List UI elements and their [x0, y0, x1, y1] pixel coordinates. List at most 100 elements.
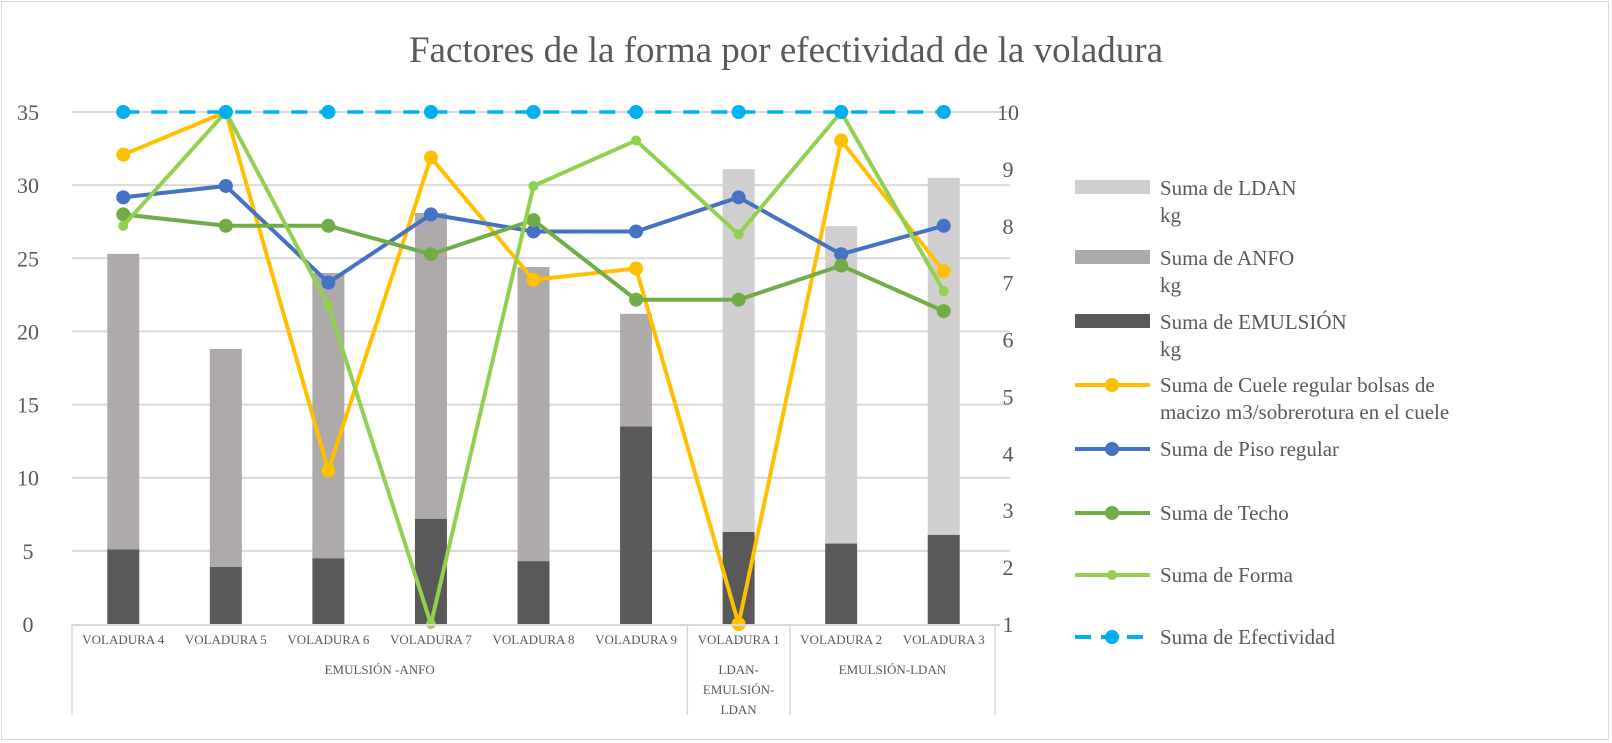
legend-label: macizo m3/sobrerotura en el cuele [1160, 400, 1449, 424]
y-right-tick-label: 3 [1003, 498, 1014, 523]
y-right-tick-label: 8 [1003, 214, 1014, 239]
line-marker [526, 105, 541, 119]
line-marker [423, 207, 438, 222]
legend-marker [1105, 630, 1119, 644]
line-marker [629, 292, 644, 307]
y-left-tick-label: 10 [17, 466, 39, 491]
bar-segment [517, 561, 550, 624]
legend: Suma de LDAN kg Suma de ANFO kg Suma de EMU… [1075, 176, 1449, 649]
legend-label: kg [1160, 337, 1182, 361]
legend-swatch [1075, 314, 1150, 328]
line-marker [936, 105, 951, 119]
legend-label: kg [1160, 273, 1182, 297]
lines [116, 105, 951, 631]
y-right-tick-label: 1 [1003, 612, 1014, 637]
group-label: EMULSIÓN -ANFO [325, 662, 435, 677]
line-marker [733, 229, 744, 240]
line-marker [116, 105, 131, 119]
y-left-tick-label: 25 [17, 246, 39, 271]
line-marker [834, 258, 849, 273]
line-marker [423, 105, 438, 119]
legend-label: Suma de EMULSIÓN [1160, 310, 1347, 334]
legend-label: Suma de Piso regular [1160, 437, 1339, 461]
legend-label: Suma de Forma [1160, 563, 1294, 587]
legend-marker [1105, 506, 1119, 520]
axes: 0 5 10 15 20 25 30 35 1 2 3 4 5 6 7 8 9 10 VOLADURA 4 VOLAD… [17, 100, 1019, 717]
legend-label: Suma de LDAN [1160, 176, 1296, 200]
x-tick-label: VOLADURA 6 [287, 632, 369, 647]
line-marker [116, 147, 131, 162]
group-label: LDAN [721, 702, 758, 717]
y-right-tick-label: 7 [1003, 271, 1014, 296]
x-tick-label: VOLADURA 3 [903, 632, 985, 647]
legend-marker [1105, 378, 1119, 392]
x-tick-label: VOLADURA 7 [390, 632, 472, 647]
y-right-tick-label: 10 [997, 100, 1019, 125]
line-marker [526, 272, 541, 287]
legend-marker [1107, 570, 1117, 580]
line-marker [834, 247, 849, 262]
legend-swatch [1075, 250, 1150, 264]
line-marker [834, 105, 849, 119]
line-marker [731, 190, 746, 205]
bars [107, 169, 960, 624]
legend-label: Suma de Cuele regular bolsas de [1160, 373, 1435, 397]
line-marker [218, 178, 233, 193]
bar-segment [620, 426, 653, 624]
bar-segment [107, 549, 140, 624]
bar-segment [209, 348, 242, 567]
line-marker [321, 275, 336, 290]
x-tick-label: VOLADURA 1 [698, 632, 780, 647]
line-marker [526, 213, 541, 228]
y-right-tick-label: 2 [1003, 555, 1014, 580]
bar-segment [620, 313, 653, 427]
bar-segment [927, 177, 960, 535]
line-marker [731, 105, 746, 119]
bar-segment [312, 558, 345, 624]
legend-marker [1105, 442, 1119, 456]
line-marker [936, 264, 951, 279]
line-marker [218, 218, 233, 233]
chart-title: Factores de la forma por efectividad de … [409, 30, 1163, 71]
line-marker [218, 105, 233, 119]
line-marker [629, 105, 644, 119]
bar-segment [107, 253, 140, 550]
bar-segment [927, 534, 960, 624]
legend-label: Suma de Efectividad [1160, 625, 1335, 649]
bar-segment [517, 267, 550, 562]
line-marker [528, 180, 539, 191]
line-marker [118, 220, 129, 231]
bar-segment [825, 543, 858, 624]
legend-label: Suma de ANFO [1160, 246, 1294, 270]
y-left-tick-label: 5 [23, 539, 34, 564]
line-marker [116, 190, 131, 205]
legend-label: Suma de Techo [1160, 501, 1289, 525]
x-tick-label: VOLADURA 9 [595, 632, 677, 647]
y-left-tick-label: 0 [23, 612, 34, 637]
y-left-tick-label: 35 [17, 100, 39, 125]
line-marker [731, 292, 746, 307]
y-left-tick-label: 20 [17, 319, 39, 344]
bar-segment [209, 566, 242, 624]
line-marker [423, 247, 438, 262]
line-marker [629, 224, 644, 239]
legend-swatch [1075, 180, 1150, 194]
legend-label: kg [1160, 203, 1182, 227]
y-right-tick-label: 4 [1003, 441, 1014, 466]
y-right-tick-label: 9 [1003, 157, 1014, 182]
bar-segment [825, 226, 858, 544]
line-marker [629, 261, 644, 276]
x-tick-label: VOLADURA 8 [493, 632, 575, 647]
line-marker [834, 133, 849, 148]
line-marker [116, 207, 131, 222]
bar-segment [414, 212, 447, 519]
group-label: EMULSIÓN- [703, 682, 775, 697]
line-marker [631, 135, 642, 146]
y-left-tick-label: 15 [17, 393, 39, 418]
x-tick-label: VOLADURA 2 [800, 632, 882, 647]
line-marker [936, 218, 951, 233]
line-marker [323, 300, 334, 311]
x-tick-label: VOLADURA 4 [82, 632, 164, 647]
